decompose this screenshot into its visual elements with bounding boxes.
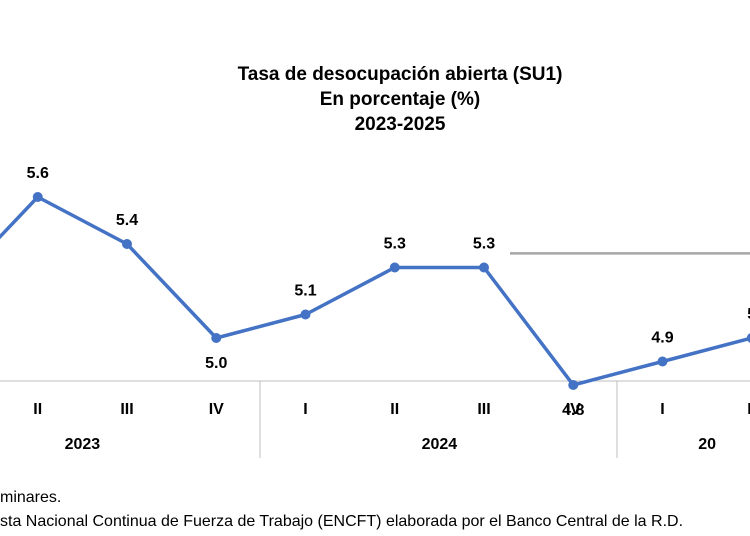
x-tick-label: I <box>660 401 664 418</box>
note-preliminary: minares. <box>0 489 62 506</box>
chart-subtitle: En porcentaje (%) <box>319 89 481 110</box>
data-label: 5.6 <box>27 165 49 182</box>
x-tick-label: IV <box>566 401 581 418</box>
data-point <box>479 262 489 273</box>
x-tick-label: II <box>390 401 399 418</box>
x-tick-label: IV <box>209 401 224 418</box>
x-tick-label: II <box>747 401 750 418</box>
data-point <box>211 333 222 343</box>
data-label: 5.1 <box>294 283 316 300</box>
x-tick-label: III <box>477 401 490 418</box>
series-line <box>0 195 750 387</box>
chart-title-block: Tasa de desocupación abierta (SU1) En po… <box>0 62 750 137</box>
data-label: 5.3 <box>384 236 406 253</box>
year-label: 2024 <box>422 436 458 453</box>
x-tick-label: I <box>303 401 307 418</box>
note-source: sta Nacional Continua de Fuerza de Traba… <box>0 513 684 530</box>
chart-title: Tasa de desocupación abierta (SU1) <box>237 64 563 85</box>
data-label: 5.0 <box>205 355 227 372</box>
data-label: 4.9 <box>651 330 673 347</box>
data-point <box>32 192 43 202</box>
data-point <box>389 262 400 273</box>
data-label: 5.4 <box>116 212 138 229</box>
year-label: 2023 <box>65 436 101 453</box>
data-label: 4.8 <box>562 402 584 419</box>
year-label: 20 <box>698 436 716 453</box>
chart-notes: minares. sta Nacional Continua de Fuerza… <box>0 486 750 534</box>
data-label: 5.3 <box>473 236 495 253</box>
x-tick-label: II <box>33 401 42 418</box>
data-label: 5 <box>747 306 750 323</box>
data-point <box>746 333 750 343</box>
data-point <box>122 239 132 249</box>
data-point <box>300 309 311 320</box>
data-point <box>568 380 579 390</box>
x-tick-label: III <box>120 401 133 418</box>
data-point <box>657 356 668 367</box>
chart-period: 2023-2025 <box>354 114 446 135</box>
